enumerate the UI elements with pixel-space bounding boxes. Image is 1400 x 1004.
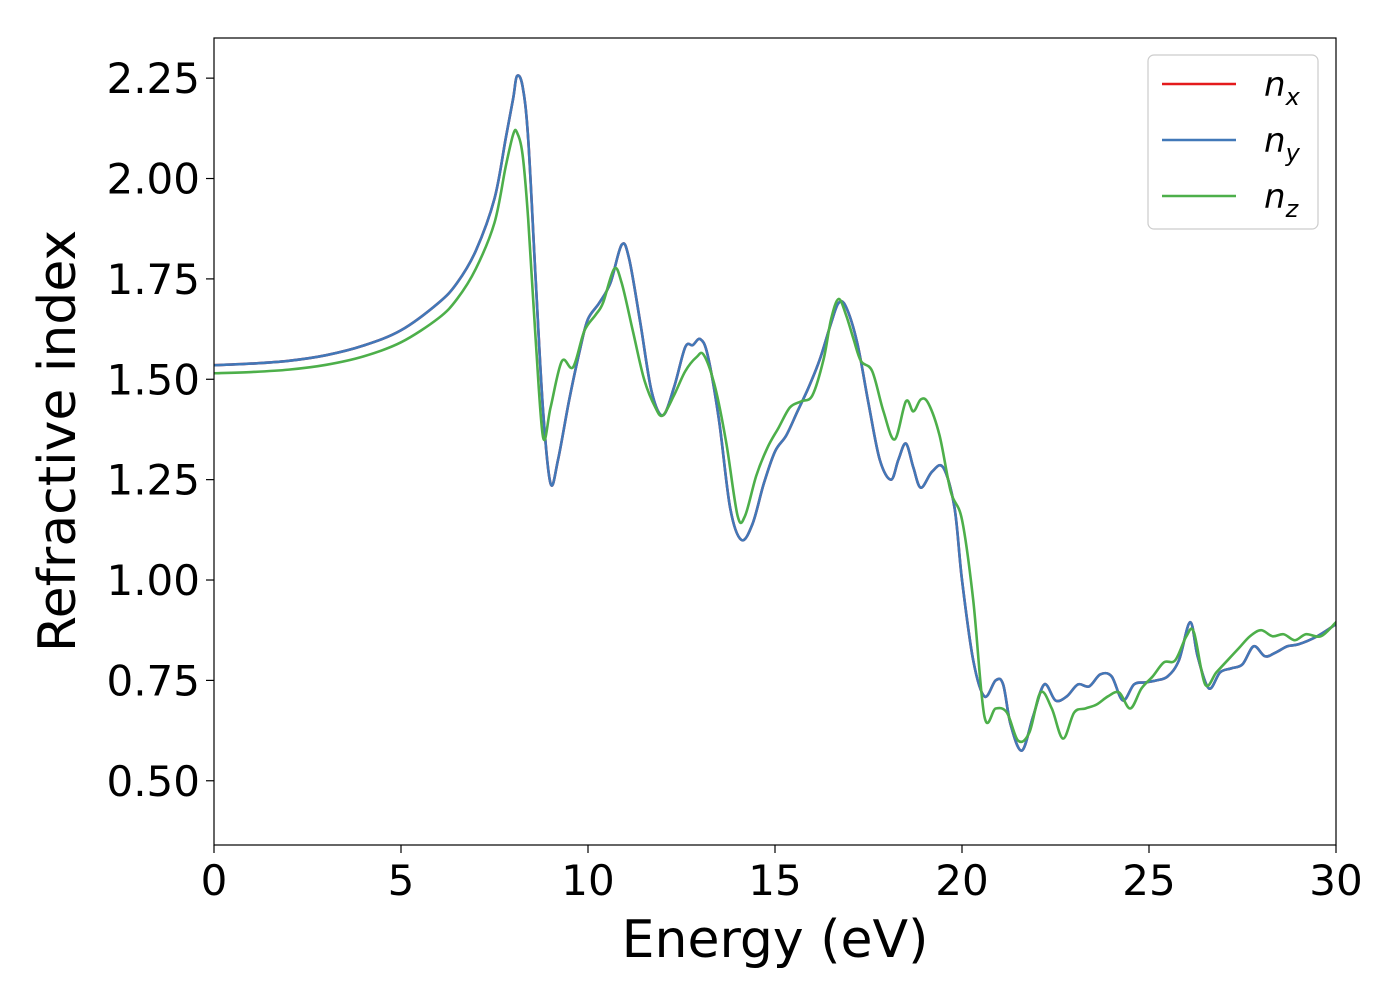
y-axis-ticks: 0.50 0.75 1.00 1.25 1.50 1.75 2.00 2.25 [106, 54, 214, 806]
x-tick-label: 25 [1122, 856, 1175, 905]
y-tick-label: 1.75 [106, 255, 200, 304]
legend: nx ny nz [1147, 54, 1319, 230]
x-tick-label: 10 [561, 856, 614, 905]
x-tick-label: 20 [935, 856, 988, 905]
legend-label: nz [1264, 177, 1300, 223]
legend-entries: nx ny nz [1162, 65, 1301, 223]
y-tick-label: 1.00 [106, 556, 200, 605]
y-axis-label: Refractive index [28, 230, 88, 652]
series-line-z [214, 128, 1336, 744]
y-tick-label: 0.75 [106, 656, 200, 705]
y-tick-label: 2.00 [106, 155, 200, 204]
series-layer [214, 74, 1336, 752]
x-axis-ticks: 0 5 10 15 20 25 30 [201, 845, 1363, 905]
x-axis-label: Energy (eV) [622, 910, 929, 970]
y-tick-label: 0.50 [106, 757, 200, 806]
legend-box [1147, 54, 1319, 230]
legend-entry-y: ny [1162, 121, 1301, 167]
legend-entry-z: nz [1162, 177, 1300, 223]
x-tick-label: 0 [201, 856, 228, 905]
legend-label: ny [1264, 121, 1301, 167]
series-line-y [214, 74, 1336, 752]
legend-label: nx [1264, 65, 1301, 111]
x-tick-label: 30 [1309, 856, 1362, 905]
x-tick-label: 15 [748, 856, 801, 905]
legend-entry-x: nx [1162, 65, 1301, 111]
y-tick-label: 2.25 [106, 54, 200, 103]
y-tick-label: 1.50 [106, 355, 200, 404]
y-tick-label: 1.25 [106, 456, 200, 505]
x-tick-label: 5 [388, 856, 415, 905]
